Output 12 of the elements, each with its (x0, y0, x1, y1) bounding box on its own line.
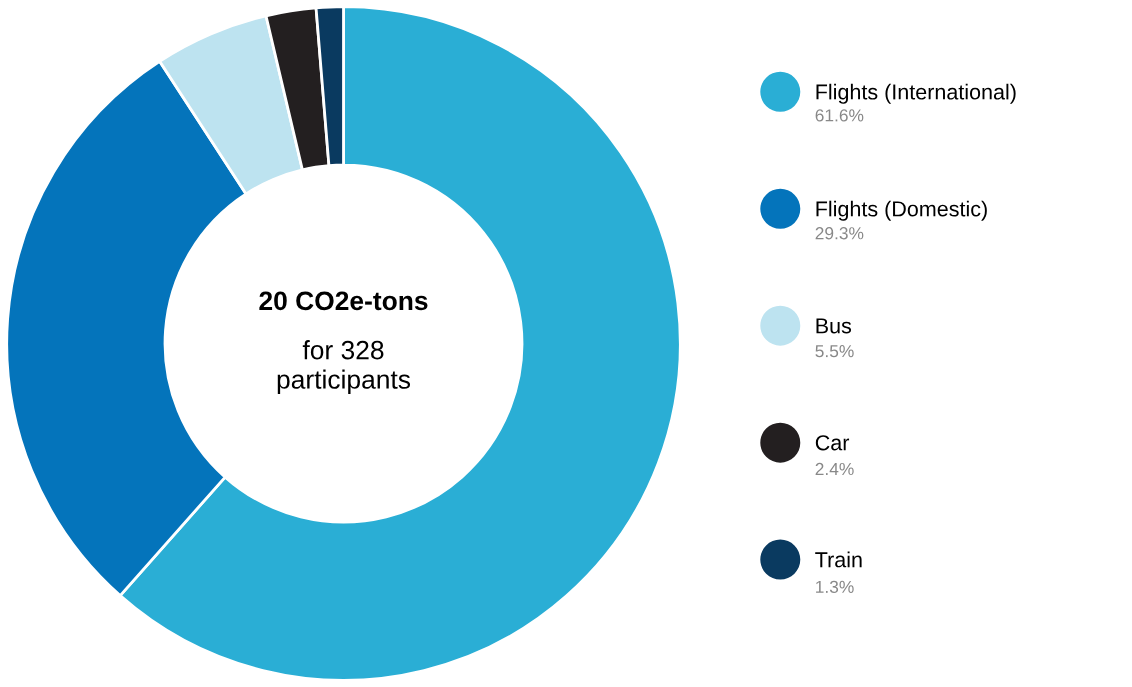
legend-label: Bus (816, 318, 852, 334)
legend-label: Car (815, 435, 850, 451)
text: for 328 participants (277, 340, 411, 395)
data-label: 61.6% (815, 109, 864, 122)
legend-label: Flights (Domestic) (816, 200, 987, 221)
data-label: 1.3% (816, 580, 854, 594)
legend-label: Train (815, 551, 862, 568)
data-label: 29.3% (815, 227, 864, 240)
data-label: 2.4% (815, 462, 854, 476)
text: 20 CO2e-tons (259, 291, 428, 311)
data-label: 5.5% (815, 345, 854, 358)
legend-label: Flights (International) (816, 83, 1016, 104)
